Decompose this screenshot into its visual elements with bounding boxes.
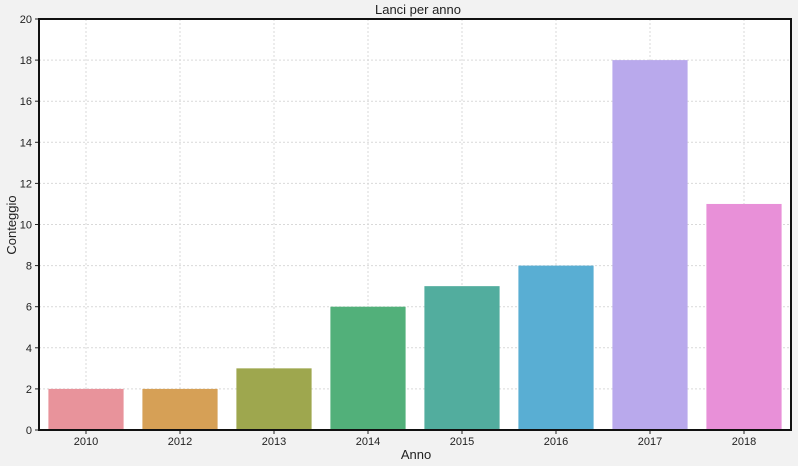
x-tick-label: 2017 xyxy=(638,436,662,448)
y-tick-label: 20 xyxy=(20,14,32,26)
x-tick-label: 2010 xyxy=(74,436,98,448)
y-tick-label: 16 xyxy=(20,96,32,108)
x-tick-label: 2012 xyxy=(168,436,192,448)
bar-2010 xyxy=(48,388,124,430)
y-axis-label: Conteggio xyxy=(4,195,19,254)
chart-title: Lanci per anno xyxy=(375,2,461,17)
y-tick-label: 4 xyxy=(26,343,32,355)
x-tick-label: 2013 xyxy=(262,436,286,448)
y-tick-label: 12 xyxy=(20,178,32,190)
x-tick-label: 2014 xyxy=(356,436,380,448)
bar-2013 xyxy=(236,368,312,430)
bar-2018 xyxy=(706,203,782,430)
bar-2016 xyxy=(518,265,594,430)
y-tick-label: 8 xyxy=(26,261,32,273)
bar-2017 xyxy=(612,60,688,430)
x-tick-label: 2018 xyxy=(732,436,756,448)
y-tick-label: 10 xyxy=(20,220,32,232)
bar-2012 xyxy=(142,388,218,430)
y-tick-label: 18 xyxy=(20,55,32,67)
plot-area: 0 2 4 6 8 10 12 14 16 18 20 2010 2012 2013 2014 2015 201… xyxy=(20,14,792,448)
plot-frame xyxy=(38,18,792,431)
y-tick-label: 6 xyxy=(26,302,32,314)
bar-2014 xyxy=(330,306,406,430)
x-axis-label: Anno xyxy=(401,447,431,462)
y-tick-label: 2 xyxy=(26,384,32,396)
bar-2015 xyxy=(424,286,500,430)
x-tick-label: 2015 xyxy=(450,436,474,448)
x-tick-label: 2016 xyxy=(544,436,568,448)
y-tick-label: 0 xyxy=(26,425,32,437)
y-tick-label: 14 xyxy=(20,137,32,149)
